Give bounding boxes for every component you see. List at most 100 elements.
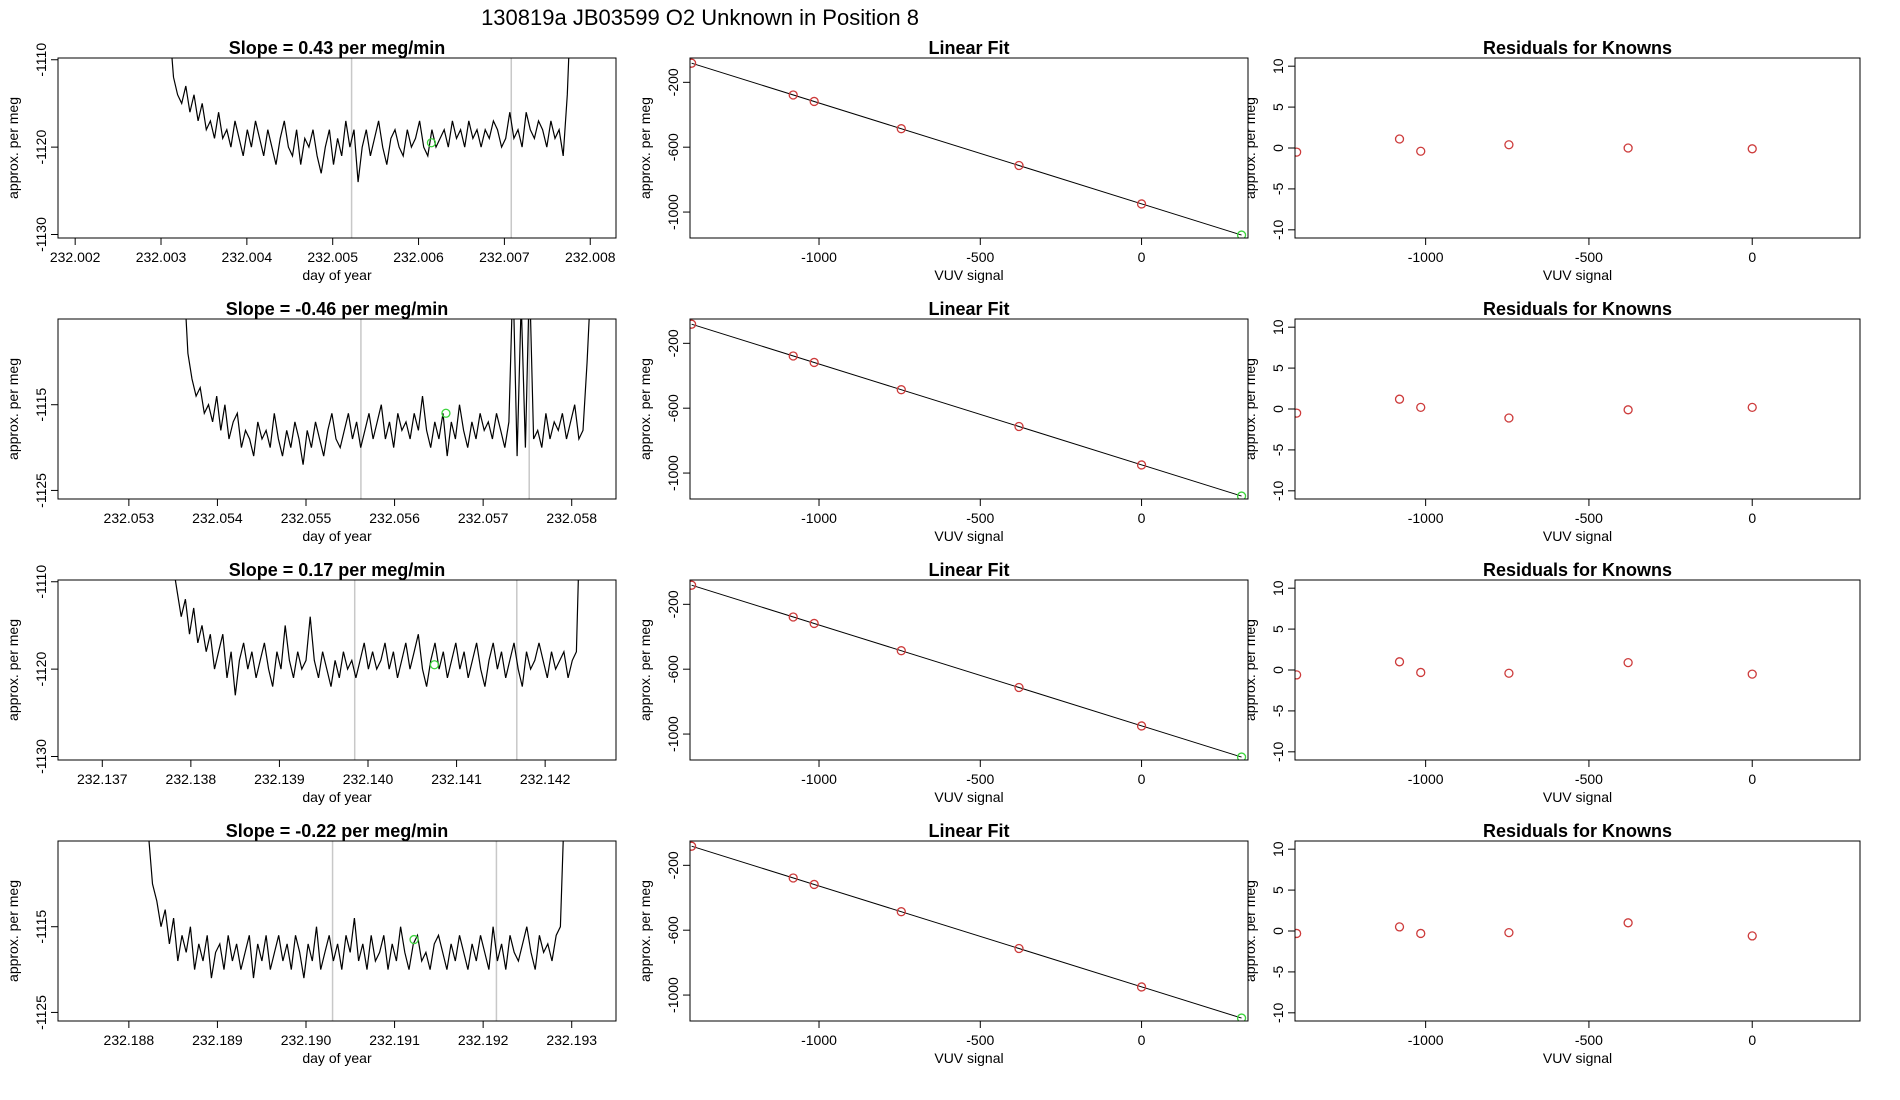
y-tick-label: -1115 (33, 388, 49, 422)
chart-title: Slope = -0.46 per meg/min (226, 299, 449, 319)
fit-line (691, 845, 1242, 1019)
plot-frame (1294, 579, 1861, 761)
x-axis-label: day of year (302, 267, 372, 283)
y-tick-label: 10 (1270, 319, 1286, 335)
chart-panel-2-0: Slope = 0.17 per meg/min 232.137 232.138 23… (5, 560, 617, 805)
plot-frame (1294, 840, 1861, 1022)
chart-panel-0-1: Linear Fit -1000 -500 0 VUV signal -1000 -600 -… (637, 38, 1249, 283)
y-tick-label: 0 (1270, 144, 1286, 152)
y-axis-label: approx. per meg (637, 619, 653, 721)
y-tick-label: -1120 (33, 652, 49, 687)
y-tick-label: -10 (1270, 480, 1286, 500)
data-point (809, 96, 819, 107)
y-tick-label: -600 (665, 133, 681, 161)
y-tick-label: -1130 (33, 217, 49, 252)
y-tick-label: -1115 (33, 910, 49, 944)
x-tick-label: 232.140 (343, 771, 394, 787)
data-point (809, 879, 819, 890)
unknown-marker (441, 408, 451, 418)
x-tick-label: -1000 (1408, 510, 1444, 526)
unknown-marker (426, 138, 437, 148)
data-point (1416, 146, 1426, 156)
y-tick-label: 0 (1270, 405, 1286, 413)
chart-panel-1-0: Slope = -0.46 per meg/min 232.053 232.054 2… (5, 299, 617, 544)
unknown-point (1236, 1013, 1247, 1021)
plot-area (148, 841, 564, 1021)
x-tick-label: 232.058 (546, 510, 597, 526)
chart-title: Residuals for Knowns (1483, 38, 1672, 58)
data-point (1014, 421, 1024, 432)
x-tick-label: 232.057 (458, 510, 509, 526)
data-point (896, 385, 906, 395)
data-point (1416, 402, 1426, 413)
x-tick-label: 0 (1138, 771, 1146, 787)
y-axis-label: approx. per meg (1242, 97, 1258, 199)
y-tick-label: -600 (665, 655, 681, 683)
x-tick-label: -1000 (801, 510, 837, 526)
y-tick-label: -5 (1270, 965, 1286, 978)
chart-title: Linear Fit (928, 560, 1009, 580)
data-point (1504, 140, 1514, 150)
unknown-marker (429, 660, 440, 670)
data-point (1295, 928, 1302, 939)
data-point (1416, 667, 1426, 678)
y-tick-label: -1000 (665, 716, 681, 752)
data-point (1623, 657, 1633, 668)
y-tick-label: -1125 (33, 473, 49, 508)
x-tick-label: -500 (966, 249, 994, 265)
x-axis-label: VUV signal (1543, 528, 1612, 544)
x-tick-label: 232.137 (77, 771, 128, 787)
y-axis-label: approx. per meg (1242, 880, 1258, 982)
y-axis-label: approx. per meg (5, 880, 21, 982)
x-tick-label: 232.190 (281, 1032, 332, 1048)
x-axis-label: VUV signal (1543, 267, 1612, 283)
x-axis-label: VUV signal (934, 789, 1003, 805)
chart-panel-3-0: Slope = -0.22 per meg/min 232.188 232.189 2… (5, 821, 617, 1066)
x-tick-label: 232.003 (136, 249, 187, 265)
data-point (809, 357, 819, 368)
x-axis-label: VUV signal (934, 1050, 1003, 1066)
data-point (1014, 682, 1024, 693)
x-tick-label: 232.139 (254, 771, 305, 787)
y-tick-label: -600 (665, 916, 681, 944)
data-point (1623, 143, 1633, 153)
y-tick-label: -1000 (665, 977, 681, 1013)
plot-area (1295, 918, 1757, 941)
y-tick-label: -1110 (33, 43, 49, 77)
data-point (690, 319, 697, 329)
y-tick-label: -5 (1270, 443, 1286, 456)
y-tick-label: -600 (665, 394, 681, 422)
x-tick-label: 0 (1138, 510, 1146, 526)
data-point (1014, 160, 1024, 171)
y-tick-label: 5 (1270, 103, 1286, 111)
x-axis-label: VUV signal (1543, 789, 1612, 805)
plot-frame (57, 840, 617, 1022)
y-tick-label: 5 (1270, 886, 1286, 894)
x-tick-label: -500 (1575, 510, 1603, 526)
data-point (1416, 928, 1426, 939)
x-tick-label: 232.054 (192, 510, 243, 526)
x-tick-label: 232.188 (104, 1032, 155, 1048)
plot-area (690, 580, 1247, 760)
y-tick-label: -1000 (665, 455, 681, 491)
x-tick-label: 232.189 (192, 1032, 243, 1048)
x-axis-label: VUV signal (934, 528, 1003, 544)
data-point (1747, 402, 1757, 413)
x-tick-label: -1000 (1408, 1032, 1444, 1048)
fit-line (691, 323, 1242, 497)
y-tick-label: 10 (1270, 841, 1286, 857)
x-tick-label: -1000 (801, 249, 837, 265)
y-tick-label: -1000 (665, 194, 681, 230)
data-point (1295, 147, 1302, 157)
series-line (171, 58, 570, 183)
data-point (1136, 721, 1147, 731)
x-tick-label: 232.056 (369, 510, 420, 526)
chart-title: Linear Fit (928, 38, 1009, 58)
plot-area (174, 580, 579, 760)
x-tick-label: 0 (1748, 510, 1756, 526)
x-axis-label: day of year (302, 1050, 372, 1066)
y-tick-label: -10 (1270, 741, 1286, 761)
plot-area (185, 319, 590, 499)
data-point (896, 124, 906, 134)
